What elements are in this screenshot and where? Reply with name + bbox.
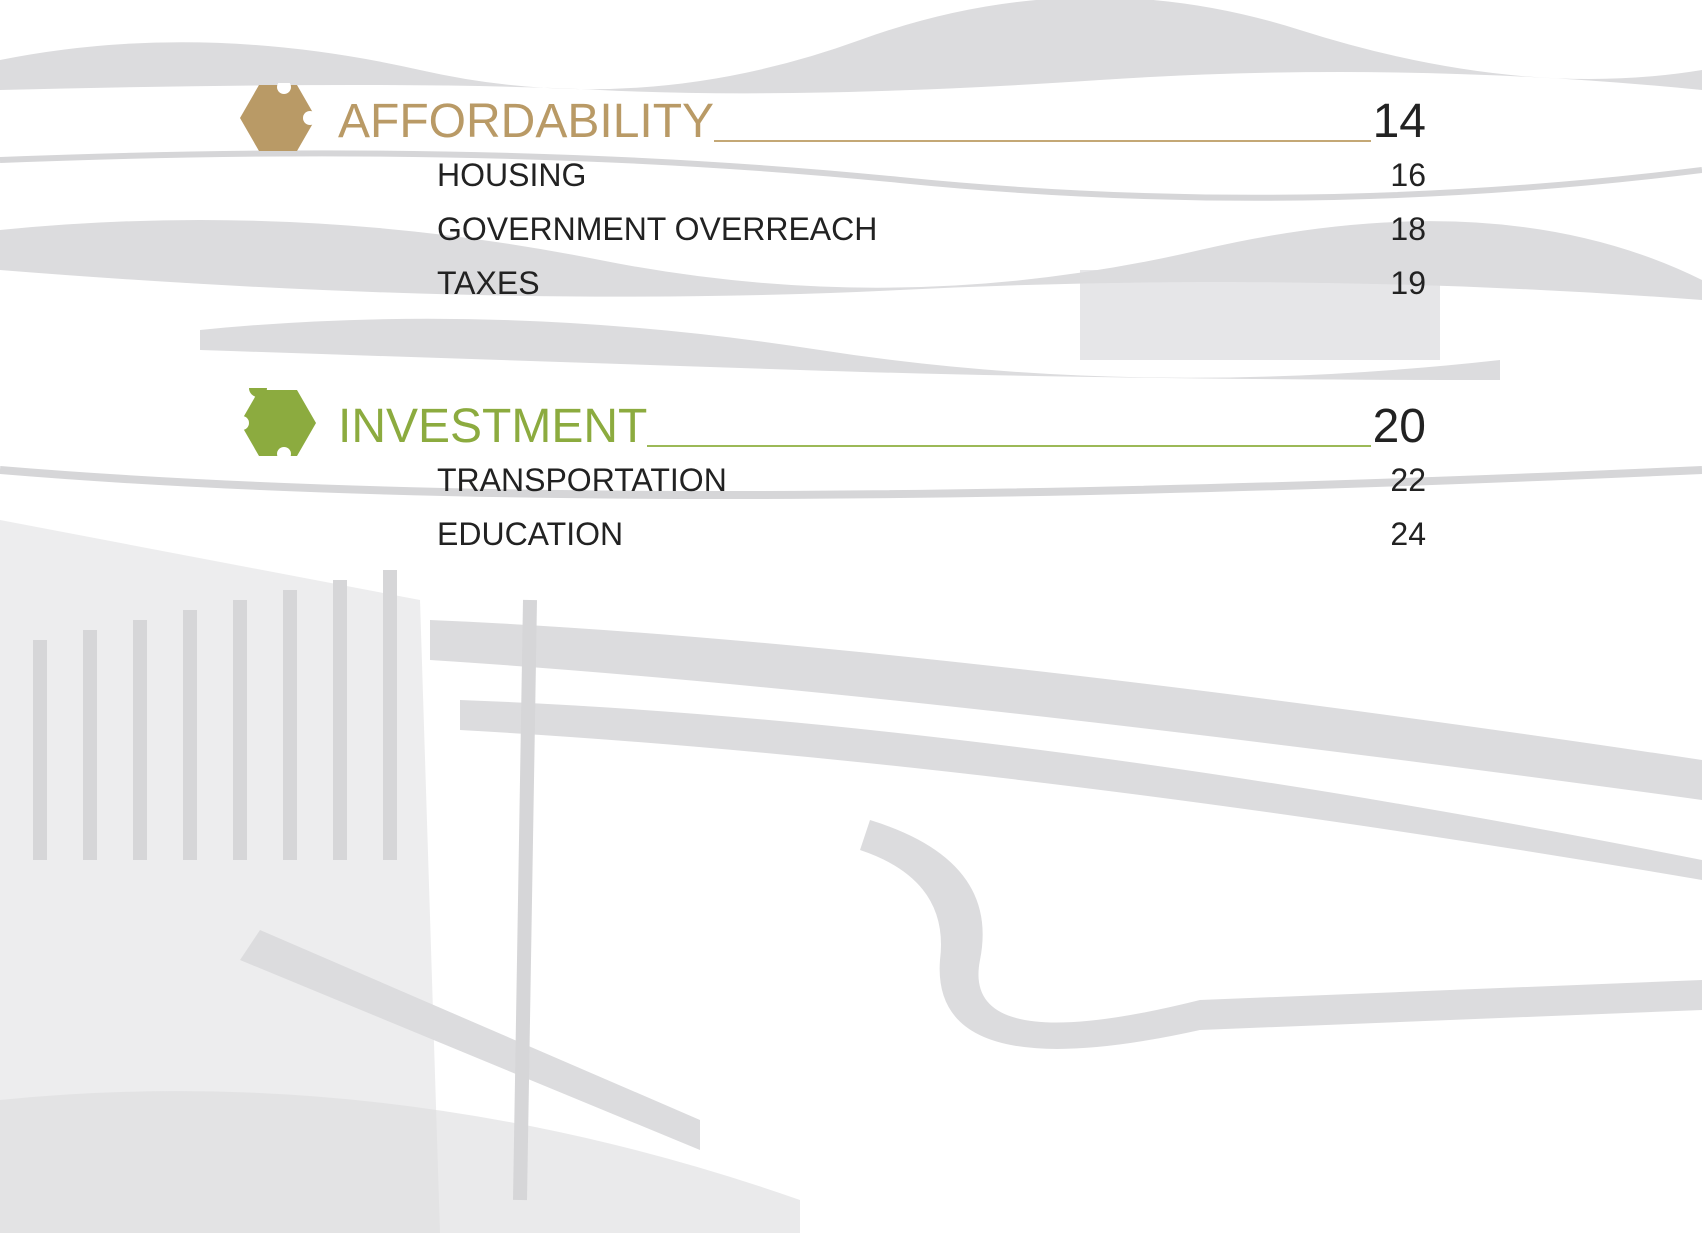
toc-item: TAXES 19: [437, 256, 1426, 310]
section-title: INVESTMENT: [338, 400, 648, 453]
item-page: 19: [1390, 265, 1426, 301]
section-title: AFFORDABILITY: [338, 95, 715, 148]
item-label: HOUSING: [437, 157, 587, 193]
section-icon: [240, 388, 316, 458]
section-page: 14: [1372, 95, 1426, 148]
toc-item: EDUCATION 24: [437, 507, 1426, 561]
item-label: GOVERNMENT OVERREACH: [437, 211, 878, 247]
section-heading: INVESTMENT 20: [240, 388, 1426, 458]
section-heading: AFFORDABILITY 14: [240, 83, 1426, 151]
leader-rule: [647, 445, 1371, 447]
section-page: 20: [1372, 400, 1426, 453]
item-page: 24: [1390, 516, 1426, 552]
item-page: 18: [1390, 211, 1426, 247]
section-icon: [240, 83, 316, 151]
item-label: TRANSPORTATION: [437, 462, 727, 498]
toc-item: GOVERNMENT OVERREACH 18: [437, 202, 1426, 256]
toc-item: TRANSPORTATION 22: [437, 453, 1426, 507]
toc-section: AFFORDABILITY 14 HOUSING 16 GOVERNMENT OV…: [240, 83, 1426, 310]
item-label: EDUCATION: [437, 516, 624, 552]
toc-item: HOUSING 16: [437, 148, 1426, 202]
item-page: 16: [1390, 157, 1426, 193]
toc-section: INVESTMENT 20 TRANSPORTATION 22 EDUCATION…: [240, 388, 1426, 561]
item-label: TAXES: [437, 265, 540, 301]
leader-rule: [714, 140, 1371, 142]
item-page: 22: [1390, 462, 1426, 498]
